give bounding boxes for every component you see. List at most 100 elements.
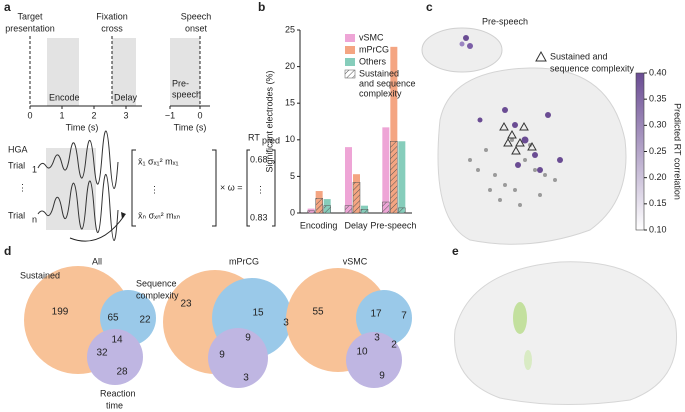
count: 17 <box>370 309 382 320</box>
legend-label: Sustained <box>359 68 399 78</box>
venn-sequence <box>356 290 412 346</box>
output-value: 0.68 <box>250 154 268 164</box>
activation <box>513 302 527 334</box>
ellipsis: ⋮ <box>150 184 159 194</box>
trace <box>37 174 119 241</box>
operator: × ω = <box>220 182 243 192</box>
colorbar-tick-label: 0.15 <box>649 198 667 208</box>
colorbar-tick-label: 0.25 <box>649 146 667 156</box>
matrix-row: x̄₁ σₓ₁² mₓ₁ <box>138 156 179 166</box>
electrodes-significant <box>477 107 563 173</box>
colorbar-tick-label: 0.35 <box>649 94 667 104</box>
tick-label: 1 <box>59 110 64 120</box>
panel-label: d <box>4 244 11 258</box>
bar-sustained <box>382 201 390 214</box>
legend-swatch <box>345 58 355 66</box>
count: 3 <box>243 373 249 384</box>
legend-label: and sequence <box>359 78 416 88</box>
legend-label: Others <box>359 56 387 66</box>
electrode <box>467 43 473 49</box>
window <box>47 38 79 106</box>
colorbar: 0.10 0.15 0.20 0.25 0.30 0.35 0.40 Predicted RT… <box>635 67 683 234</box>
colorbar-label: Predicted RT correlation <box>673 103 683 200</box>
count: 23 <box>180 299 192 310</box>
window <box>112 38 136 106</box>
arrow <box>69 215 125 242</box>
electrode <box>459 41 465 47</box>
window-label: Encode <box>49 92 80 102</box>
venn-reaction <box>87 329 143 385</box>
venn-reaction <box>208 328 268 388</box>
y-tick-label: 25 <box>285 24 295 34</box>
panel-label: a <box>4 0 11 14</box>
panel-c: Pre-speech Sustained and sequence comple… <box>421 16 635 245</box>
bar-sustained <box>352 182 361 214</box>
y-axis-label: Significant electrodes (%) <box>264 70 274 172</box>
trial-sub: 1 <box>32 164 37 174</box>
bar <box>390 46 398 213</box>
count: 32 <box>96 348 108 359</box>
electrodes <box>468 138 557 207</box>
x-tick-label: Encoding <box>300 220 338 230</box>
count: 22 <box>139 315 151 326</box>
bar <box>398 141 406 213</box>
bar-sustained <box>390 141 398 214</box>
window-label: Pre- <box>172 78 189 88</box>
tick-label: −1 <box>165 110 175 120</box>
count: 15 <box>252 308 264 319</box>
y-tick-label: 10 <box>285 134 295 144</box>
legend-swatch <box>345 46 355 54</box>
output-label: RT <box>248 132 260 142</box>
trace <box>37 130 119 189</box>
x-tick-label: Delay <box>344 220 368 230</box>
legend-swatch <box>344 69 356 79</box>
triangles <box>499 121 537 155</box>
count: 199 <box>52 307 69 318</box>
set-label: Reaction <box>100 388 136 398</box>
bar-sustained <box>398 207 406 214</box>
window-label: speech <box>172 89 201 99</box>
set-label: complexity <box>136 290 179 300</box>
legend-triangle <box>535 50 547 62</box>
panel-label: b <box>258 0 265 14</box>
count: 9 <box>245 333 251 344</box>
activation <box>524 350 532 370</box>
y-tick-label: 5 <box>290 171 295 181</box>
ellipsis: ⋮ <box>256 184 265 194</box>
count: 9 <box>379 371 385 382</box>
phase: Speech <box>181 11 212 21</box>
y-tick-label: 0 <box>290 207 295 217</box>
venn-title: vSMC <box>343 256 368 266</box>
count: 14 <box>111 335 123 346</box>
electrode <box>463 35 469 41</box>
panel-d-text: All mPrCG vSMC Sustained Sequence comple… <box>20 256 407 410</box>
tick-label: 2 <box>91 110 96 120</box>
colorbar-tick-label: 0.10 <box>649 224 667 234</box>
count: 10 <box>356 347 368 358</box>
venn-reaction <box>346 332 402 388</box>
count: 9 <box>219 350 225 361</box>
bracket <box>246 149 276 227</box>
legend-label: sequence complexity <box>550 63 635 73</box>
legend-label: vSMC <box>359 32 384 42</box>
trial-label: Trial <box>8 210 25 220</box>
arrow-head <box>121 212 126 219</box>
axis-label: Time (s) <box>66 122 99 132</box>
axis-label: Time (s) <box>174 122 207 132</box>
panel-label: c <box>426 0 433 14</box>
bar <box>382 127 390 213</box>
count: 3 <box>283 318 289 329</box>
colorbar-scale <box>635 72 645 231</box>
legend-label: complexity <box>359 88 402 98</box>
output-value: 0.83 <box>250 212 268 222</box>
brain-lateral <box>454 261 677 406</box>
legend-label: Sustained and <box>550 51 608 61</box>
y-tick-label: 15 <box>285 98 295 108</box>
venn-title: All <box>92 256 102 266</box>
phase: presentation <box>5 23 55 33</box>
window <box>170 38 200 106</box>
y-tick-label: 20 <box>285 61 295 71</box>
bar-sustained <box>360 209 369 214</box>
count: 65 <box>107 313 119 324</box>
